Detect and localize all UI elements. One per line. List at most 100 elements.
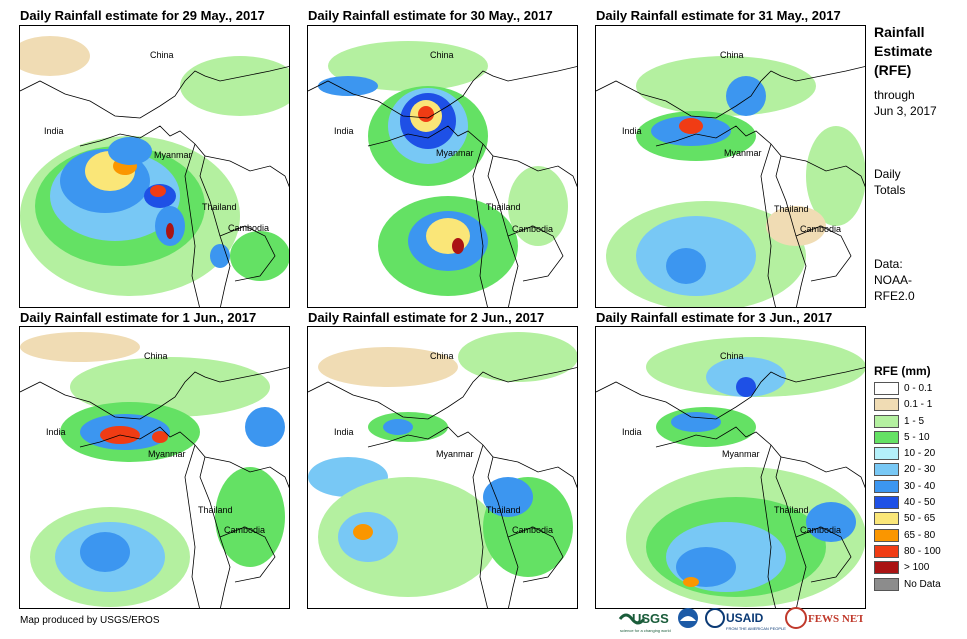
- through-label: through: [874, 88, 915, 102]
- legend-swatch: [874, 577, 899, 591]
- fews-net-logo: FEWS NET: [785, 607, 863, 629]
- title-line-3: (RFE): [874, 62, 912, 78]
- legend-swatch: [874, 463, 899, 477]
- country-borders: [596, 367, 865, 608]
- map-label-myanmar: Myanmar: [436, 148, 474, 158]
- legend-swatch: [874, 528, 899, 542]
- usgs-logo: USGS science for a changing world: [618, 611, 671, 633]
- map-label-india: India: [46, 427, 66, 437]
- legend-label: 10 - 20: [904, 448, 936, 460]
- map-label-china: China: [430, 50, 454, 60]
- map-label-cambodia: Cambodia: [800, 224, 842, 234]
- panel-title-1: Daily Rainfall estimate for 29 May., 201…: [20, 8, 265, 23]
- rainfall-map-3: China India Myanmar Thailand Cambodia: [595, 25, 866, 308]
- country-borders: [308, 66, 577, 307]
- rain-field: [596, 26, 865, 307]
- legend-swatch: [874, 544, 899, 558]
- fews-text: FEWS NET: [808, 613, 863, 625]
- map-label-cambodia: Cambodia: [512, 224, 554, 234]
- legend-label: No Data: [904, 578, 941, 590]
- daily-label: Daily: [874, 167, 901, 181]
- title-line-1: Rainfall: [874, 24, 925, 40]
- map-graphic: [308, 327, 577, 608]
- rain-field: [308, 327, 577, 608]
- legend-swatch: [874, 382, 899, 395]
- legend-label: > 100: [904, 562, 930, 574]
- rain-field: [308, 26, 577, 307]
- source-line-2: RFE2.0: [874, 289, 915, 303]
- legend-label: 1 - 5: [904, 415, 925, 427]
- totals-label: Totals: [874, 183, 906, 197]
- map-label-india: India: [622, 427, 642, 437]
- noaa-logo: [678, 608, 698, 628]
- legend-label: 20 - 30: [904, 464, 936, 476]
- usgs-text: USGS: [632, 611, 669, 626]
- legend-label: 65 - 80: [904, 529, 936, 541]
- sidebar-title: Rainfall Estimate (RFE): [874, 23, 932, 80]
- map-graphic: [596, 327, 865, 608]
- legend-label: 80 - 100: [904, 545, 941, 557]
- rainfall-map-4: China India Myanmar Thailand Cambodia: [19, 326, 290, 609]
- legend-label: 0 - 0.1: [904, 383, 933, 394]
- map-label-india: India: [334, 126, 354, 136]
- legend-swatch: [874, 414, 899, 428]
- map-label-cambodia: Cambodia: [224, 525, 266, 535]
- country-borders: [596, 66, 865, 307]
- data-label: Data:: [874, 257, 903, 271]
- rain-field: [20, 327, 289, 608]
- map-label-china: China: [150, 50, 174, 60]
- legend-label: 5 - 10: [904, 431, 930, 443]
- map-label-thailand: Thailand: [486, 505, 521, 515]
- agency-logos: USGS science for a changing world USAID …: [618, 607, 863, 633]
- map-label-thailand: Thailand: [774, 204, 809, 214]
- map-label-india: India: [44, 126, 64, 136]
- map-label-china: China: [430, 351, 454, 361]
- usaid-tagline: FROM THE AMERICAN PEOPLE: [726, 626, 786, 631]
- legend-swatch: [874, 398, 899, 412]
- country-borders: [308, 367, 577, 608]
- map-label-india: India: [622, 126, 642, 136]
- map-graphic: [308, 26, 577, 307]
- through-date: through Jun 3, 2017: [874, 87, 937, 119]
- map-label-thailand: Thailand: [486, 202, 521, 212]
- rain-field: [596, 327, 865, 608]
- map-graphic: [596, 26, 865, 307]
- data-source: Data: NOAA- RFE2.0: [874, 256, 915, 304]
- legend-swatch: [874, 479, 899, 493]
- map-label-myanmar: Myanmar: [148, 449, 186, 459]
- legend-swatch: [874, 496, 899, 510]
- legend-label: 0.1 - 1: [904, 399, 933, 411]
- country-borders: [20, 367, 289, 608]
- usaid-text: USAID: [726, 611, 764, 625]
- source-line-1: NOAA-: [874, 273, 913, 287]
- date-label: Jun 3, 2017: [874, 104, 937, 118]
- panel-title-2: Daily Rainfall estimate for 30 May., 201…: [308, 8, 553, 23]
- map-label-myanmar: Myanmar: [436, 449, 474, 459]
- rainfall-map-1: China India Myanmar Thailand Cambodia: [19, 25, 290, 308]
- map-label-thailand: Thailand: [202, 202, 237, 212]
- rain-field: [20, 26, 289, 307]
- usgs-tagline: science for a changing world: [620, 628, 671, 633]
- legend-label: 40 - 50: [904, 497, 936, 509]
- daily-totals: Daily Totals: [874, 166, 905, 198]
- country-borders: [20, 66, 289, 307]
- rainfall-map-5: China India Myanmar Thailand Cambodia: [307, 326, 578, 609]
- legend-swatch: [874, 512, 899, 526]
- map-label-cambodia: Cambodia: [800, 525, 842, 535]
- rainfall-map-6: China India Myanmar Thailand Cambodia: [595, 326, 866, 609]
- map-label-thailand: Thailand: [198, 505, 233, 515]
- map-label-thailand: Thailand: [774, 505, 809, 515]
- map-label-myanmar: Myanmar: [722, 449, 760, 459]
- map-label-myanmar: Myanmar: [154, 150, 192, 160]
- rainfall-map-2: China India Myanmar Thailand Cambodia: [307, 25, 578, 308]
- map-graphic: [20, 327, 289, 608]
- footer-credit: Map produced by USGS/EROS: [20, 615, 160, 626]
- legend-label: 50 - 65: [904, 513, 936, 525]
- usaid-logo: USAID FROM THE AMERICAN PEOPLE: [705, 608, 786, 631]
- map-graphic: [20, 26, 289, 307]
- legend-swatch: [874, 447, 899, 461]
- map-label-china: China: [720, 351, 744, 361]
- panel-title-4: Daily Rainfall estimate for 1 Jun., 2017: [20, 310, 257, 325]
- panel-title-5: Daily Rainfall estimate for 2 Jun., 2017: [308, 310, 545, 325]
- panel-title-6: Daily Rainfall estimate for 3 Jun., 2017: [596, 310, 833, 325]
